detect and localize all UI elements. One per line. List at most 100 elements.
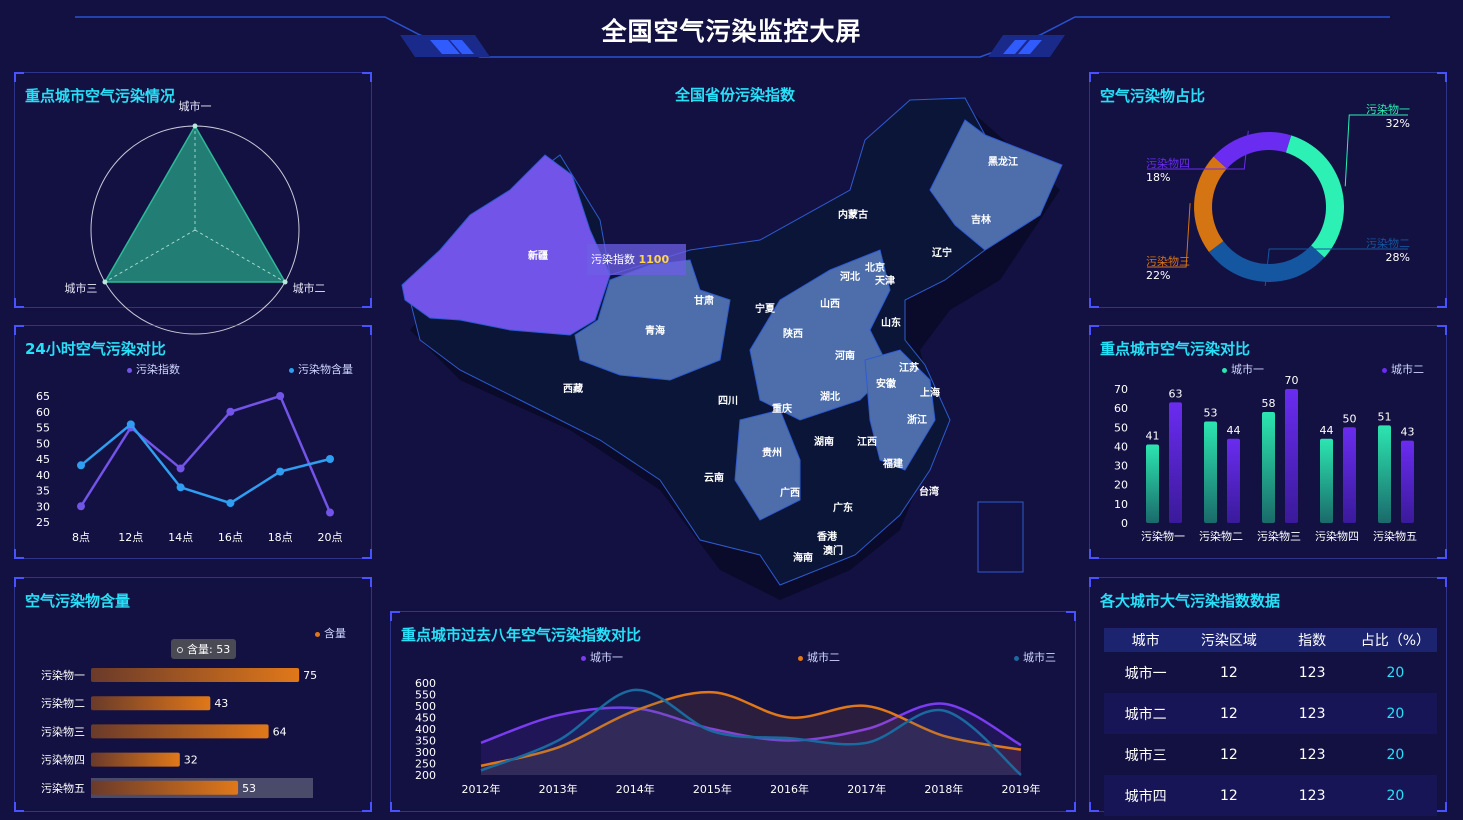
y-tick-label: 250 [415, 758, 436, 771]
content-bar-chart: 污染物一 75 污染物二 43 污染物三 64 污染物四 32 污染物五 53 [41, 668, 317, 798]
table-row: 城市四 12 123 20 [1104, 775, 1437, 816]
province-label: 四川 [718, 395, 738, 407]
series-line-1 [80, 422, 331, 505]
content-bar [91, 668, 300, 682]
x-tick-label: 污染物三 [1257, 529, 1301, 543]
legend-pollutant-content[interactable]: 污染物含量 [289, 361, 353, 377]
table-cell: 城市四 [1124, 788, 1167, 805]
donut-leader [1344, 114, 1408, 187]
hourly-panel: 24小时空气污染对比 污染指数 污染物含量 25 30 35 40 45 50 55 60 65… [14, 325, 372, 559]
map-title: 全国省份污染指数 [674, 86, 795, 104]
series-point [326, 508, 334, 517]
x-tick-label: 2017年 [847, 782, 886, 796]
series-point [226, 407, 235, 416]
y-tick-label: 40 [36, 469, 50, 482]
radar-axis [194, 229, 286, 283]
donut-label: 污染物一 [1366, 102, 1410, 116]
compare-bar-chart: 0 10 20 30 40 50 60 70 污染物一 41 63 污染物二 53 44 污染物三 58 70 污… [1114, 374, 1417, 543]
donut-percent: 18% [1146, 171, 1170, 184]
table-cell: 123 [1298, 664, 1326, 681]
bar-value-label: 58 [1262, 397, 1276, 410]
content-bar [91, 724, 269, 739]
x-tick-label: 14点 [168, 531, 193, 544]
legend-compare-city1[interactable]: 城市一 [1222, 361, 1264, 377]
province-label: 甘肃 [694, 294, 714, 307]
bar-value-label: 43 [1401, 426, 1415, 439]
series-point [126, 420, 135, 429]
radar-point [282, 279, 288, 285]
compare-bar [1204, 421, 1217, 523]
content-bar [91, 780, 239, 795]
y-tick-label: 70 [1114, 383, 1128, 396]
y-tick-label: 35 [36, 485, 50, 498]
hourly-line-chart: 25 30 35 40 45 50 55 60 65 8点 12点 14点 16点 18点 20点 [36, 390, 343, 544]
radar-point [102, 279, 108, 285]
legend-compare-city2[interactable]: 城市二 [1382, 361, 1424, 377]
table-header-cell: 占比（%） [1360, 633, 1431, 649]
province-qinghai [574, 259, 731, 381]
y-tick-label: 50 [1114, 421, 1128, 434]
map-tooltip: 污染指数 1100 [587, 244, 686, 275]
legend-years-city1[interactable]: 城市一 [581, 649, 623, 665]
table-cell: 20 [1386, 664, 1405, 681]
legend-content[interactable]: 含量 [315, 625, 346, 641]
y-tick-label: 10 [1114, 498, 1128, 511]
y-tick-label: 65 [36, 390, 50, 403]
content-panel: 空气污染物含量 含量 污染物一 75 污染物二 43 污染物三 64 污染物四 32 污染物五 5… [14, 577, 372, 812]
donut-label: 污染物三 [1146, 254, 1190, 268]
x-tick-label: 12点 [118, 531, 143, 544]
donut-slice [1208, 241, 1325, 282]
legend-years-city2[interactable]: 城市二 [798, 649, 840, 665]
compare-bar [1169, 402, 1182, 523]
table-cell: 12 [1219, 787, 1238, 804]
x-tick-label: 16点 [218, 531, 243, 544]
y-category-label: 污染物四 [41, 753, 85, 767]
series-point [77, 461, 85, 470]
years-title: 重点城市过去八年空气污染指数对比 [401, 626, 642, 644]
table-cell: 城市一 [1124, 665, 1167, 682]
x-tick-label: 18点 [268, 531, 293, 544]
donut-leader [1264, 248, 1408, 286]
hourly-title: 24小时空气污染对比 [25, 340, 166, 358]
radar-axis [104, 229, 196, 283]
series-point [176, 464, 185, 473]
y-category-label: 污染物一 [41, 668, 85, 682]
radar-point [192, 123, 198, 129]
compare-bar [1320, 438, 1333, 523]
x-tick-label: 2019年 [1002, 782, 1041, 796]
x-tick-label: 污染物一 [1141, 529, 1185, 543]
legend-pollution-index[interactable]: 污染指数 [127, 361, 180, 377]
y-tick-label: 30 [1114, 460, 1128, 473]
province-label: 北京 [865, 261, 885, 274]
province-east [864, 349, 936, 471]
table-header-cell: 指数 [1298, 633, 1327, 649]
series-point [276, 467, 285, 476]
donut-label: 污染物四 [1146, 156, 1190, 170]
y-tick-label: 600 [415, 677, 436, 690]
compare-bar [1285, 389, 1298, 523]
province-label: 福建 [882, 457, 904, 470]
province-label: 广西 [780, 486, 800, 499]
x-tick-label: 污染物四 [1315, 529, 1359, 543]
legend-years-city3[interactable]: 城市三 [1014, 649, 1056, 665]
table-cell: 20 [1386, 746, 1405, 763]
y-tick-label: 50 [36, 437, 50, 450]
province-northeast [929, 119, 1063, 251]
bar-value-label: 32 [184, 754, 198, 767]
compare-bar [1146, 444, 1159, 523]
series-line-2 [480, 688, 1022, 776]
y-category-label: 污染物二 [41, 696, 85, 710]
province-label: 上海 [920, 386, 940, 399]
bar-value-label: 70 [1285, 374, 1299, 387]
radar-indicator-label: 城市三 [64, 281, 97, 295]
y-category-label: 污染物五 [41, 781, 85, 795]
radar-indicator-label: 城市一 [179, 99, 212, 113]
bar-value-label: 75 [303, 669, 317, 682]
table-row: 城市二 12 123 20 [1104, 693, 1437, 734]
province-label: 西藏 [563, 382, 583, 395]
province-label: 云南 [704, 471, 724, 484]
table-cell: 城市二 [1124, 706, 1167, 723]
donut-panel: 空气污染物占比 污染物一 32% 污染物二 28% 污染物三 22% 污染物四 18% [1089, 72, 1447, 308]
y-tick-label: 60 [1114, 402, 1128, 415]
